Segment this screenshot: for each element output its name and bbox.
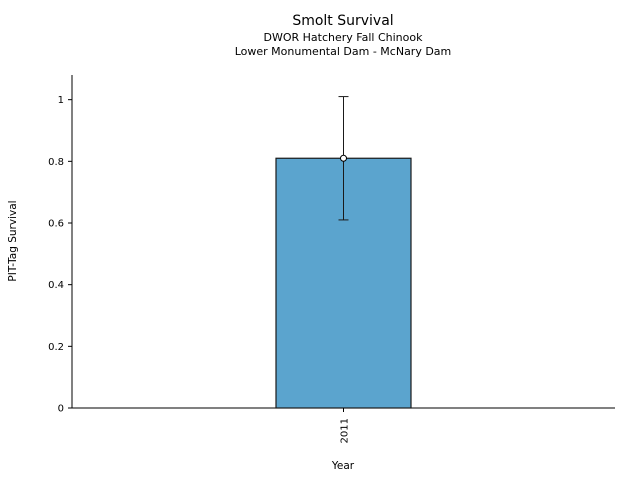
chart-title: Smolt Survival bbox=[292, 13, 393, 29]
chart-subtitle-line-1: DWOR Hatchery Fall Chinook bbox=[264, 31, 424, 44]
x-axis-label: Year bbox=[331, 460, 355, 472]
y-tick-label: 0.2 bbox=[48, 342, 64, 353]
y-tick-label: 1 bbox=[58, 95, 64, 106]
point-marker-2011 bbox=[340, 154, 347, 162]
x-tick-label: 2011 bbox=[340, 418, 351, 443]
y-tick-label: 0.6 bbox=[48, 219, 64, 230]
plot-area: 0 0.2 0.4 0.6 0.8 1 2011 bbox=[48, 75, 615, 443]
chart-subtitle-line-2: Lower Monumental Dam - McNary Dam bbox=[235, 45, 452, 58]
y-tick-label: 0.8 bbox=[48, 157, 64, 168]
y-axis-label: PIT-Tag Survival bbox=[7, 200, 19, 281]
y-tick-label: 0.4 bbox=[48, 280, 64, 291]
y-tick-label: 0 bbox=[58, 404, 64, 415]
